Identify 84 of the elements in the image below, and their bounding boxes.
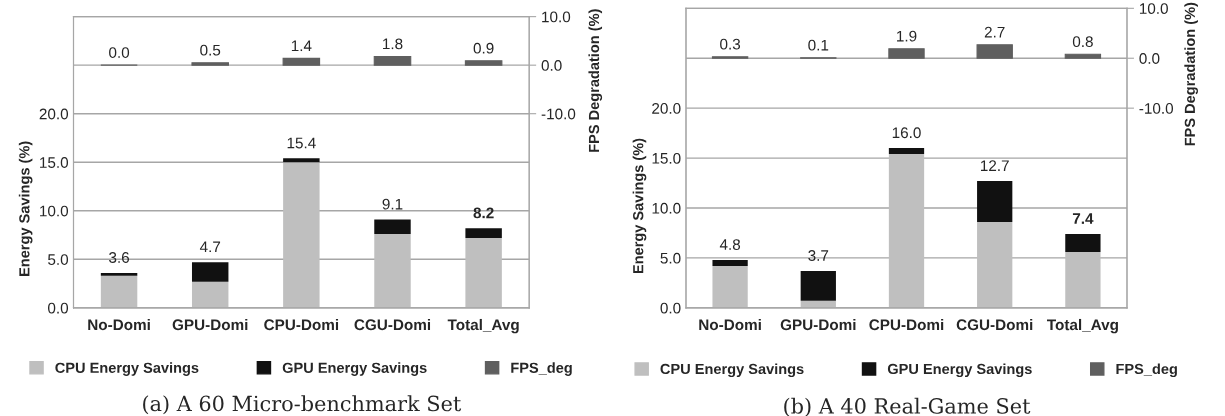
y-tick-label: 20.0 [39, 108, 69, 120]
bar [1065, 251, 1101, 308]
bar [712, 259, 748, 266]
bar [100, 272, 138, 276]
x-tick-label: GPU-Domi [780, 318, 856, 331]
bar [374, 219, 411, 235]
y2-tick-label: -10.0 [541, 108, 576, 120]
total-label: 15.4 [287, 137, 316, 149]
total-label: 12.7 [981, 160, 1009, 171]
bar [191, 62, 229, 66]
y-axis-title: Energy Savings (%) [632, 138, 647, 274]
bar [191, 262, 229, 282]
total-label: 16.0 [892, 127, 921, 139]
bar [977, 221, 1013, 308]
x-tick-label: No-Domi [88, 318, 150, 331]
x-tick-label: CGU-Domi [354, 318, 431, 331]
legend-label: CPU Energy Savings [660, 363, 804, 378]
data-label: 1.4 [291, 40, 312, 52]
x-tick-label: No-Domi [699, 318, 761, 331]
data-label: 1.9 [897, 30, 917, 42]
y-axis-title: Energy Savings (%) [18, 141, 33, 276]
y2-tick-label: -10.0 [1139, 103, 1174, 114]
y-tick-label: 5.0 [48, 254, 69, 265]
y-tick-label: 0.0 [660, 302, 681, 314]
total-label: 3.7 [808, 250, 829, 261]
y2-tick-label: 10.0 [542, 11, 571, 23]
legend-label: CPU Energy Savings [55, 362, 199, 376]
x-tick-label: CPU-Domi [264, 318, 339, 331]
y2-tick-label: 10.0 [1139, 3, 1168, 15]
x-tick-label: CPU-Domi [869, 318, 944, 331]
bar [283, 162, 320, 308]
data-label: 2.7 [984, 26, 1005, 38]
bar [888, 154, 925, 308]
x-tick-label: GPU-Domi [172, 318, 248, 331]
y2-tick-label: 0.0 [541, 60, 562, 71]
bar [465, 228, 502, 238]
data-label: 0.3 [720, 38, 741, 50]
data-label: 0.1 [808, 39, 829, 51]
text: (b) A 40 Real-Game Set [784, 397, 1031, 416]
bar [465, 237, 502, 308]
bar [464, 60, 503, 66]
bar [888, 148, 925, 155]
y-tick-label: 15.0 [652, 152, 681, 164]
data-label: 0.0 [109, 47, 130, 58]
bar [374, 234, 411, 308]
y-tick-label: 10.0 [40, 205, 69, 217]
legend-label: GPU Energy Savings [887, 363, 1032, 378]
bar [282, 57, 321, 66]
bar [191, 281, 229, 308]
y-tick-label: 20.0 [652, 103, 681, 114]
total-label: 9.1 [382, 198, 403, 210]
bar [1064, 53, 1102, 59]
bar [888, 48, 925, 59]
y-tick-label: 0.0 [48, 302, 69, 314]
y-tick-label: 15.0 [40, 157, 69, 168]
bar [283, 158, 320, 163]
y2-tick-label: 0.0 [1139, 53, 1160, 64]
y-tick-label: 10.0 [652, 202, 681, 214]
x-tick-label: Total_Avg [447, 318, 519, 334]
legend-label: FPS_deg [1116, 363, 1177, 378]
total-label: 8.2 [473, 207, 494, 219]
bar [1065, 233, 1101, 252]
y2-axis-title: FPS Degradation (%) [588, 9, 603, 152]
legend-label: GPU Energy Savings [282, 362, 427, 376]
y2-axis-title: FPS Degradation (%) [1184, 2, 1198, 146]
text: (a) A 60 Micro-benchmark Set [143, 395, 462, 415]
data-label: 1.8 [383, 38, 403, 50]
total-label: 4.7 [199, 241, 221, 253]
bar [977, 181, 1013, 222]
data-label: 0.5 [200, 44, 221, 56]
legend-label: FPS_deg [511, 362, 572, 376]
bar [712, 265, 748, 308]
bar [100, 275, 138, 308]
total-label: 3.6 [109, 252, 130, 263]
total-label: 7.4 [1072, 213, 1094, 224]
bar [976, 44, 1013, 59]
x-tick-label: CGU-Domi [956, 318, 1033, 331]
total-label: 4.8 [719, 239, 741, 250]
x-tick-label: Total_Avg [1047, 318, 1118, 334]
bar [373, 55, 412, 66]
bar [800, 270, 836, 301]
data-label: 0.9 [473, 42, 494, 54]
data-label: 0.8 [1072, 36, 1093, 48]
y-tick-label: 5.0 [660, 252, 681, 264]
